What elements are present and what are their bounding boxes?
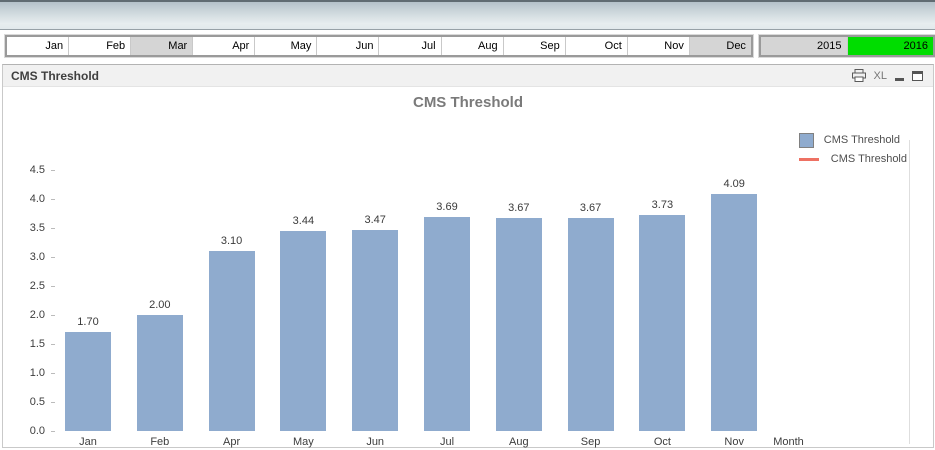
chart-title: CMS Threshold	[412, 94, 523, 111]
bar-value-label: 3.10	[220, 235, 243, 247]
month-cell-jul[interactable]: Jul	[379, 37, 442, 55]
bar-value-label: 3.67	[508, 202, 530, 214]
chart-area: CMS Threshold CMS Threshold CMS Threshold…	[3, 88, 933, 448]
x-axis-label-sep: Sep	[580, 436, 601, 448]
bar-apr[interactable]	[208, 251, 255, 431]
month-cell-aug[interactable]: Aug	[441, 37, 504, 55]
bar-aug[interactable]	[495, 218, 542, 431]
bar-jul[interactable]	[424, 217, 470, 431]
cms-threshold-panel: CMS Threshold XL CMS Thr	[2, 64, 934, 448]
x-axis-label-jan: Jan	[79, 436, 97, 448]
y-axis-tick-mark	[51, 431, 55, 432]
x-axis-label-may: May	[293, 436, 314, 448]
year-cell-2016[interactable]: 2016	[847, 37, 933, 55]
y-axis-tick-label: 2.0	[29, 309, 45, 321]
legend-label: CMS Threshold	[830, 153, 907, 165]
y-axis-tick-mark	[51, 286, 55, 287]
bar-feb[interactable]	[136, 315, 183, 431]
app-titlebar	[0, 0, 935, 30]
bar-sep[interactable]	[567, 218, 614, 431]
x-axis-dimension-label: Month	[773, 436, 804, 448]
y-axis-tick-label: 2.5	[29, 280, 45, 292]
month-cell-mar[interactable]: Mar	[131, 37, 194, 55]
y-axis-tick-label: 4.5	[29, 164, 45, 176]
bar-value-label: 3.69	[436, 201, 458, 213]
month-cell-jan[interactable]: Jan	[7, 37, 70, 55]
legend-bar-swatch	[798, 132, 814, 148]
y-axis-tick-label: 1.5	[29, 338, 45, 350]
excel-export-icon[interactable]: XL	[873, 69, 887, 82]
print-icon[interactable]	[851, 69, 866, 83]
y-axis-tick-mark	[51, 170, 55, 171]
legend-item-1: CMS Threshold	[798, 151, 907, 167]
y-axis-tick-label: 0.5	[29, 396, 45, 408]
bar-value-label: 1.70	[77, 316, 99, 328]
bar-jan[interactable]	[65, 332, 111, 431]
bar-value-label: 4.09	[723, 178, 745, 190]
y-axis-tick-mark	[51, 315, 55, 316]
x-axis-label-jul: Jul	[439, 436, 455, 448]
y-axis-tick-mark	[51, 257, 55, 258]
legend-item-0: CMS Threshold	[798, 132, 907, 148]
month-cell-dec[interactable]: Dec	[689, 37, 751, 55]
month-cell-feb[interactable]: Feb	[69, 37, 132, 55]
caption-icons: XL	[851, 69, 923, 83]
bar-value-label: 3.73	[651, 199, 674, 211]
y-axis-tick-label: 4.0	[29, 193, 45, 205]
legend-label: CMS Threshold	[823, 134, 900, 146]
y-axis-tick-label: 3.5	[29, 222, 45, 234]
bar-value-label: 3.47	[364, 214, 386, 226]
y-axis-tick-mark	[51, 373, 55, 374]
y-axis-tick-mark	[51, 344, 55, 345]
year-cell-2015[interactable]: 2015	[761, 37, 848, 55]
panel-caption-bar[interactable]: CMS Threshold XL	[3, 65, 933, 87]
legend-line-swatch	[798, 157, 819, 161]
chart-legend: CMS Threshold CMS Threshold	[798, 132, 907, 170]
bar-value-label: 2.00	[149, 299, 171, 311]
bar-nov[interactable]	[711, 194, 758, 431]
month-cell-may[interactable]: May	[255, 37, 318, 55]
bar-value-label: 3.67	[579, 202, 602, 214]
bar-may[interactable]	[280, 231, 327, 431]
month-cell-jun[interactable]: Jun	[317, 37, 380, 55]
y-axis-tick-mark	[51, 228, 55, 229]
panel-caption-title: CMS Threshold	[11, 68, 100, 83]
month-cell-sep[interactable]: Sep	[503, 37, 566, 55]
month-cell-nov[interactable]: Nov	[627, 37, 690, 55]
x-axis-label-aug: Aug	[509, 436, 529, 448]
x-axis-label-feb: Feb	[150, 436, 170, 448]
month-cell-oct[interactable]: Oct	[565, 37, 628, 55]
month-cell-apr[interactable]: Apr	[193, 37, 256, 55]
maximize-icon[interactable]	[912, 69, 923, 83]
y-axis-tick-label: 1.0	[29, 367, 45, 379]
bar-oct[interactable]	[639, 215, 686, 431]
x-axis-label-oct: Oct	[653, 436, 671, 448]
x-axis-label-apr: Apr	[223, 436, 241, 448]
bar-jun[interactable]	[352, 230, 399, 431]
y-axis-tick-label: 3.0	[29, 251, 45, 263]
y-axis-tick-mark	[51, 402, 55, 403]
chart-right-border	[909, 140, 910, 444]
bar-value-label: 3.44	[292, 215, 315, 227]
x-axis-label-jun: Jun	[366, 436, 385, 448]
x-axis-label-nov: Nov	[724, 436, 744, 448]
month-listbox: Jan Feb Mar Apr May Jun Jul Aug Sep Oct Nov Dec	[5, 35, 753, 57]
y-axis-tick-label: 0.0	[29, 425, 45, 437]
minimize-icon[interactable]	[895, 69, 904, 83]
year-listbox: 2015 2016	[759, 35, 935, 57]
y-axis-tick-mark	[51, 199, 55, 200]
